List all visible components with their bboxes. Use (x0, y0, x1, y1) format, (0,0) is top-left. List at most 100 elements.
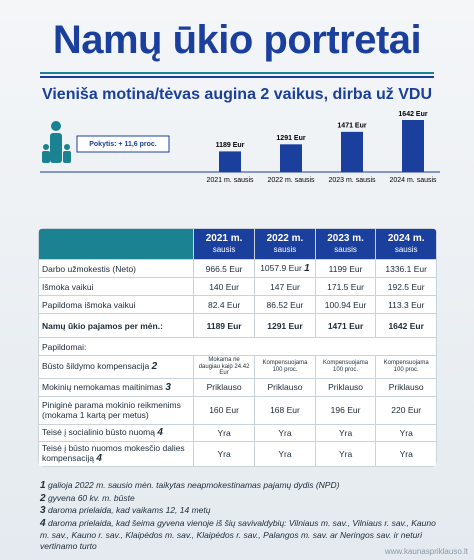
rule (40, 76, 434, 78)
cell-text: Priklauso (328, 382, 364, 393)
annotation-box (76, 135, 170, 153)
column-header: 2024 m. sausis (375, 228, 437, 260)
footnotes: 1 galioja 2022 m. sausio mėn. taikytas n… (40, 480, 440, 551)
footnote: 1 galioja 2022 m. sausio mėn. taikytas n… (40, 480, 440, 493)
column-year: 2021 m. (205, 233, 243, 244)
bar (341, 131, 363, 172)
row-label: Išmoka vaikui (38, 277, 194, 296)
row-label: Namų ūkio pajamos per mėn.: (38, 313, 194, 338)
cell-text: Yra (338, 427, 353, 438)
cell-text: 160 Eur (209, 405, 239, 416)
bar (402, 120, 424, 172)
cell-text: 171.5 Eur (327, 281, 364, 292)
cell: 1199 Eur (314, 259, 377, 278)
row-label-text: Išmoka vaikui (42, 281, 94, 292)
cell: Priklauso (192, 377, 256, 397)
cell-text: Yra (217, 448, 231, 459)
column-month: sausis (273, 245, 297, 254)
cell-text: 220 Eur (391, 405, 422, 416)
row-label: Piniginė parama mokinio reikmenims (moka… (38, 395, 194, 425)
footnote: 2 gyvena 60 kv. m. būste (40, 493, 440, 506)
row-label-text: Papildoma išmoka vaikui (42, 299, 136, 310)
bar (219, 151, 241, 172)
cell-text: 1189 Eur (206, 320, 242, 331)
cell: Yra (375, 440, 437, 467)
table-row: Papildoma išmoka vaikui 82.4 Eur 86.52 Eur… (38, 295, 437, 314)
x-tick-label: 2022 m. sausis (267, 177, 315, 184)
row-label-text: Namų ūkio pajamos per mėn.: (42, 320, 163, 331)
row-label: Teisė į būsto nuomos mokesčio dalies kom… (38, 440, 194, 467)
column-year: 2023 m. (327, 233, 364, 244)
cell: 1642 Eur (375, 313, 437, 338)
cell: 160 Eur (192, 395, 256, 425)
column-month: sausis (394, 245, 418, 254)
note-marker: 3 (40, 505, 46, 516)
column-header: 2023 m. sausis (314, 228, 377, 260)
row-label: Būsto šildymo kompensacija 2 (38, 355, 194, 379)
column-year: 2024 m. (387, 233, 425, 244)
value-label: 1291 Eur (276, 135, 305, 142)
table-row: Namų ūkio pajamos per mėn.: 1189 Eur 1291 … (38, 313, 437, 338)
cell: 82.4 Eur (192, 295, 256, 314)
cell-text: Yra (399, 448, 413, 459)
cell-text: Yra (278, 448, 292, 459)
row-label-text: Teisė į būsto nuomos mokesčio dalies kom… (42, 443, 185, 464)
family-icon (42, 121, 71, 163)
cell: 113.3 Eur (375, 295, 437, 314)
cell: 196 Eur (314, 395, 377, 425)
cell: 100.94 Eur (314, 295, 377, 314)
cell: Yra (192, 423, 256, 442)
note-marker: 4 (40, 517, 46, 529)
table-row: Piniginė parama mokinio reikmenims (moka… (38, 395, 437, 425)
section-label: Papildomai: (38, 337, 437, 356)
row-label: Teisė į socialinio būsto nuomą 4 (38, 423, 194, 442)
footnote: 4 daroma prielaida, kad šeima gyvena vie… (40, 518, 440, 552)
cell-text: Yra (217, 427, 231, 438)
note-marker: 2 (40, 492, 46, 504)
cell: 1471 Eur (314, 313, 377, 338)
cell: 147 Eur (254, 277, 316, 296)
cell-text: Priklauso (388, 382, 424, 393)
cell-text: Mokama ne daugiau kaip 24.42 Eur (198, 357, 250, 377)
row-label-text: Piniginė parama mokinio reikmenims (moka… (42, 400, 181, 421)
subtitle: Vieniša motina/tėvas augina 2 vaikus, di… (41, 86, 433, 103)
table-row: Darbo užmokestis (Neto) 966.5 Eur 1057.9 E… (38, 259, 437, 278)
note-marker: 1 (304, 263, 310, 274)
cell: Yra (314, 440, 377, 467)
cell: 966.5 Eur (192, 259, 256, 278)
cell-text: 192.5 Eur (387, 281, 425, 292)
cell: Priklauso (314, 377, 377, 397)
row-label: Darbo užmokestis (Neto) (38, 259, 194, 278)
cell: Kompensuojama 100 proc. (375, 355, 437, 379)
column-header: 2022 m. sausis (254, 228, 316, 260)
cell: Kompensuojama 100 proc. (254, 355, 316, 379)
column-year: 2022 m. (266, 233, 304, 244)
table: 2021 m. sausis 2022 m. sausis 2023 m. sausis 2… (38, 228, 437, 467)
cell-text: 1291 Eur (267, 320, 303, 331)
cell-text: Kompensuojama 100 proc. (323, 360, 369, 373)
header-row: 2021 m. sausis 2022 m. sausis 2023 m. sausis 2… (38, 228, 437, 260)
cell-text: 147 Eur (270, 281, 300, 292)
row-label: Mokinių nemokamas maitinimas 3 (38, 377, 194, 397)
row-label-text: Teisė į socialinio būsto nuomą (42, 427, 155, 438)
cell-text: Yra (399, 427, 413, 438)
note-marker: 2 (151, 361, 158, 373)
note-marker: 3 (165, 381, 171, 393)
row-label-text: Darbo užmokestis (Neto) (42, 263, 137, 274)
cell-text: 100.94 Eur (324, 299, 367, 310)
column-header: 2021 m. sausis (192, 228, 256, 260)
cell-text: 196 Eur (330, 405, 361, 416)
cell: 1057.9 Eur 1 (254, 259, 316, 278)
cell: Yra (192, 440, 256, 467)
cell: Priklauso (375, 377, 437, 397)
table-row: Teisė į būsto nuomos mokesčio dalies kom… (38, 440, 437, 467)
cell-text: 1471 Eur (327, 320, 364, 331)
note-marker: 1 (40, 480, 46, 491)
column-month: sausis (334, 245, 357, 254)
rule (40, 72, 434, 74)
cell-text: Priklauso (267, 382, 303, 393)
x-tick-label: 2023 m. sausis (328, 177, 376, 184)
footnote-text: gyvena 60 kv. m. būste (47, 492, 135, 503)
cell: 140 Eur (192, 277, 256, 296)
table-row: Mokinių nemokamas maitinimas 3 Priklauso P… (38, 377, 437, 397)
